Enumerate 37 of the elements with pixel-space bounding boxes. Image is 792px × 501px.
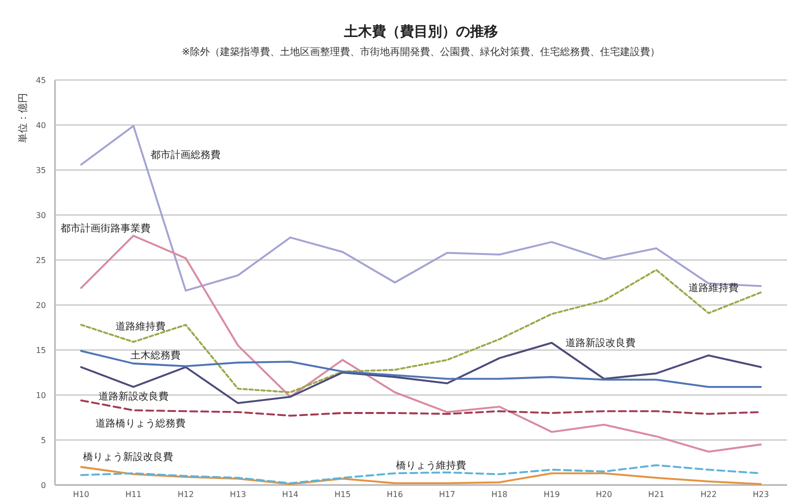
chart-subtitle: ※除外（建築指導費、土地区画整理費、市街地再開発費、公園費、緑化対策費、住宅総務費、住宅建設費） [182,46,660,58]
y-tick-label: 20 [36,301,46,310]
series-label: 橋りょう維持費 [396,459,466,472]
y-tick-label: 0 [40,481,46,490]
series-label: 土木総務費 [130,350,180,362]
y-tick-label: 15 [36,346,46,355]
x-tick-label: H11 [125,490,142,499]
y-tick-label: 40 [36,121,46,130]
x-tick-label: H19 [544,490,560,499]
y-axis-title: 単位：億円 [17,93,29,143]
series-label: 都市計画総務費 [150,148,220,161]
x-tick-label: H17 [439,490,456,499]
series-label: 道路維持費 [688,282,739,294]
y-tick-label: 10 [36,391,46,400]
x-tick-label: H16 [386,490,403,499]
y-tick-label: 5 [40,436,46,445]
x-tick-label: H13 [230,490,246,499]
x-tick-label: H18 [491,490,508,499]
annotation: 道路新設改良費 [98,390,168,402]
series-label: 道路新設改良費 [566,336,636,349]
x-tick-label: H12 [178,490,194,499]
series-label: 道路橋りょう総務費 [95,417,186,430]
series-label: 橋りょう新設改良費 [83,451,174,463]
y-tick-label: 45 [36,76,46,85]
x-tick-label: H20 [596,490,612,499]
x-tick-label: H22 [700,490,717,499]
annotation: 道路維持費 [115,320,166,332]
x-tick-label: H15 [334,490,351,499]
y-tick-label: 25 [36,256,46,265]
y-tick-label: 35 [36,166,46,175]
series-label: 都市計画街路事業費 [60,222,150,235]
chart-title: 土木費（費目別）の推移 [343,24,498,40]
x-tick-label: H14 [282,490,298,499]
y-tick-label: 30 [36,211,46,220]
x-tick-label: H10 [73,490,90,499]
x-tick-label: H23 [752,490,769,499]
x-tick-label: H21 [648,490,664,499]
